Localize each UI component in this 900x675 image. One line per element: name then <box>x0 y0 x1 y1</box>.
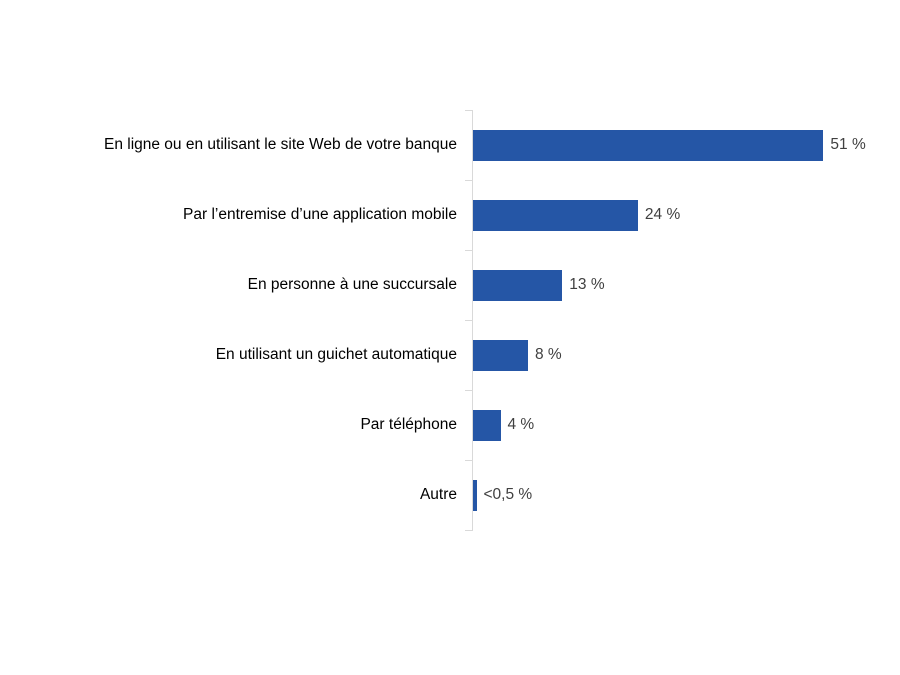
category-label: Par l’entremise d’une application mobile <box>183 206 457 223</box>
category-label: Autre <box>419 486 457 503</box>
bar <box>473 339 528 371</box>
bar <box>473 129 824 161</box>
axis-tick <box>465 460 473 461</box>
category-label: Par téléphone <box>360 416 457 433</box>
value-label: 8 % <box>535 346 562 363</box>
bar <box>473 409 501 441</box>
value-label: <0,5 % <box>483 486 533 503</box>
axis-tick <box>465 530 473 531</box>
value-label: 4 % <box>507 416 535 433</box>
value-label: 24 % <box>644 206 681 223</box>
axis-tick <box>465 390 473 391</box>
category-label: En personne à une succursale <box>247 276 457 293</box>
bar <box>473 479 477 511</box>
value-label: 13 % <box>569 276 605 293</box>
axis-tick <box>465 110 473 111</box>
axis-tick <box>465 250 473 251</box>
bar <box>473 269 563 301</box>
axis-tick <box>465 180 473 181</box>
bar <box>473 199 638 231</box>
value-label: 51 % <box>830 136 866 153</box>
category-label: En utilisant un guichet automatique <box>215 346 457 363</box>
category-label: En ligne ou en utilisant le site Web de … <box>103 136 457 153</box>
axis-tick <box>465 320 473 321</box>
